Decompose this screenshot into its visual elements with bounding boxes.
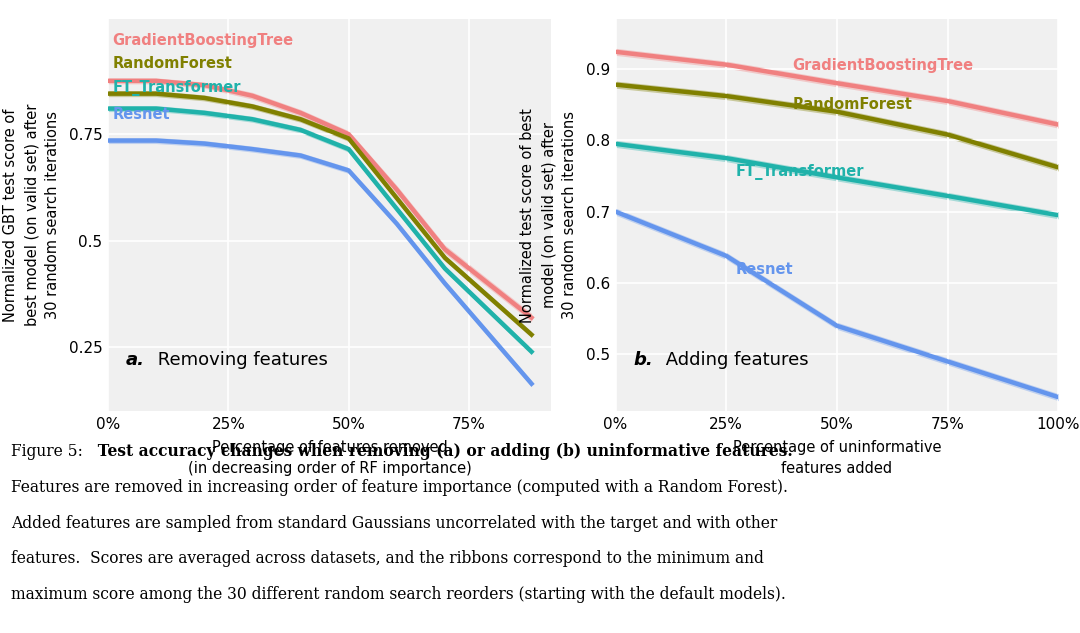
Text: GradientBoostingTree: GradientBoostingTree [112,33,294,47]
Text: GradientBoostingTree: GradientBoostingTree [793,58,974,73]
Text: Removing features: Removing features [152,351,328,370]
Text: Test accuracy changes when removing (a) or adding (b) uninformative features.: Test accuracy changes when removing (a) … [87,443,793,460]
Text: Figure 5:: Figure 5: [11,443,83,460]
Text: a.: a. [125,351,145,370]
Text: Adding features: Adding features [660,351,809,370]
Text: RandomForest: RandomForest [793,97,913,113]
Text: b.: b. [633,351,653,370]
Text: FT_Transformer: FT_Transformer [735,164,864,180]
Y-axis label: Normalized GBT test score of
best model (on valid set) after
30 random search it: Normalized GBT test score of best model … [3,104,60,327]
Text: Features are removed in increasing order of feature importance (computed with a : Features are removed in increasing order… [11,479,787,496]
X-axis label: Percentage of uninformative
features added: Percentage of uninformative features add… [732,441,942,477]
Text: FT_Transformer: FT_Transformer [112,80,241,96]
X-axis label: Percentage of features removed
(in decreasing order of RF importance): Percentage of features removed (in decre… [188,441,471,477]
Text: Resnet: Resnet [735,262,793,277]
Text: RandomForest: RandomForest [112,56,232,72]
Text: maximum score among the 30 different random search reorders (starting with the d: maximum score among the 30 different ran… [11,586,785,603]
Text: features.  Scores are averaged across datasets, and the ribbons correspond to th: features. Scores are averaged across dat… [11,551,764,568]
Y-axis label: Normalized test score of best
model (on valid set) after
30 random search iterat: Normalized test score of best model (on … [521,108,578,323]
Text: Resnet: Resnet [112,107,170,122]
Text: Added features are sampled from standard Gaussians uncorrelated with the target : Added features are sampled from standard… [11,515,777,532]
